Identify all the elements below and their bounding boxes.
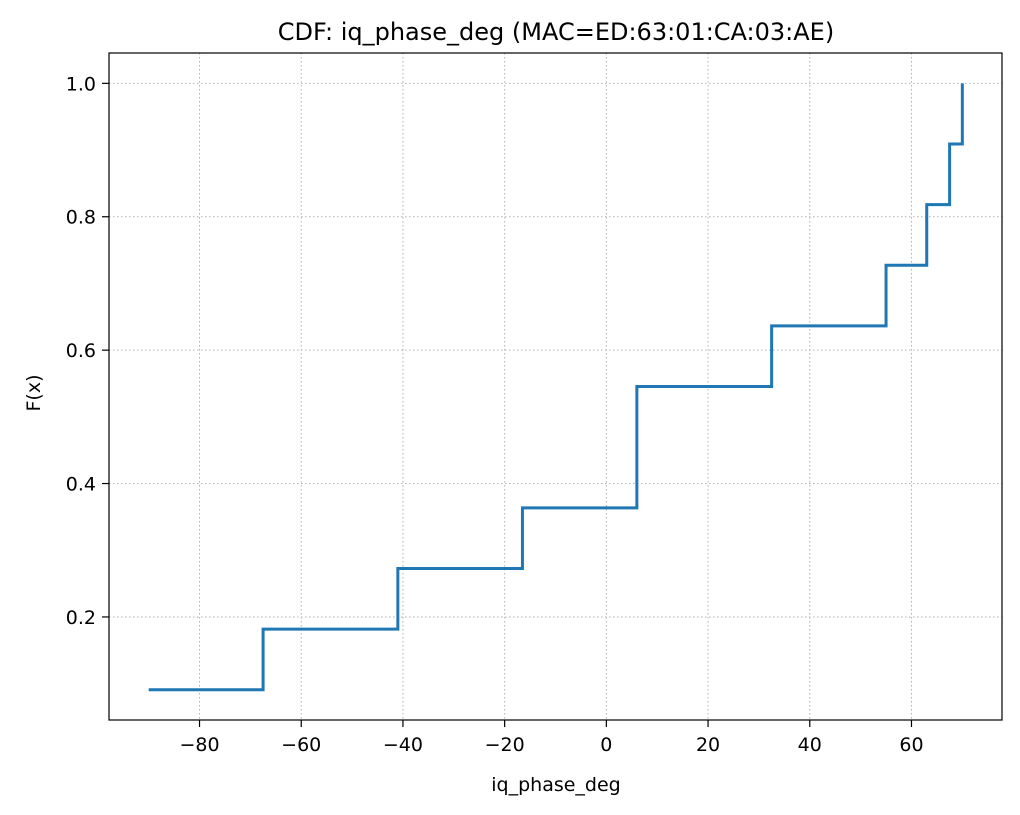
x-tick-label: −80 [179,734,219,756]
y-tick-label: 1.0 [66,73,96,95]
y-tick-label: 0.6 [66,340,96,362]
x-tick-label: 60 [899,734,923,756]
y-tick-label: 0.2 [66,607,96,629]
x-tick-label: 40 [798,734,822,756]
x-tick-label: −20 [485,734,525,756]
x-tick-label: 20 [696,734,720,756]
grid-layer [109,53,1002,720]
chart-title: CDF: iq_phase_deg (MAC=ED:63:01:CA:03:AE… [278,18,834,46]
y-axis-ticks: 0.2 0.4 0.6 0.8 1.0 [66,73,109,629]
cdf-step-line [148,83,964,692]
x-axis-ticks: −80 −60 −40 −20 0 20 40 60 [179,720,924,756]
y-tick-label: 0.8 [66,207,96,229]
series-layer [148,83,964,692]
x-tick-label: 0 [600,734,612,756]
x-tick-label: −40 [383,734,423,756]
y-axis-label: F(x) [23,375,45,412]
plot-area-frame [108,52,1003,721]
x-axis-label: iq_phase_deg [491,774,620,796]
y-tick-label: 0.4 [66,474,96,496]
x-tick-label: −60 [281,734,321,756]
